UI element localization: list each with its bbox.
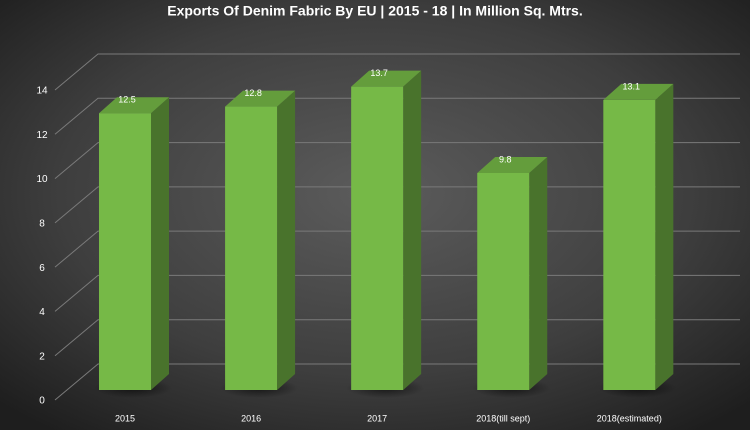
bar [603,99,656,390]
bar [99,113,151,390]
y-tick-label: 6 [39,263,45,274]
grid-line [54,97,740,135]
bar-top [477,157,548,173]
x-tick-label: 2016 [241,413,261,423]
bar-side [277,90,296,391]
bar-side [655,83,674,390]
y-tick-label: 10 [36,174,48,185]
bar-top [225,90,296,107]
grid-line [54,53,740,91]
bar-side [529,157,548,390]
x-tick-label: 2018(till sept) [476,413,530,423]
bar-side [403,70,422,391]
y-tick-label: 12 [36,130,48,141]
y-tick-label: 14 [36,86,48,97]
y-tick-label: 2 [39,351,45,362]
bar-side [151,97,169,390]
value-label: 13.1 [623,81,641,91]
x-tick-label: 2015 [115,413,135,423]
y-tick-label: 4 [39,307,45,318]
x-tick-label: 2017 [367,413,387,423]
bar-top [603,83,674,100]
x-tick-label: 2018(estimated) [597,413,662,423]
bar [351,86,404,391]
value-label: 13.7 [370,68,388,78]
y-tick-label: 0 [39,396,45,407]
bar [225,106,278,391]
value-label: 9.8 [499,154,512,164]
bar-top [351,70,422,87]
y-tick-label: 8 [39,218,45,229]
bar [477,173,530,390]
grid-line [54,142,740,179]
bar-top [99,97,169,114]
value-label: 12.8 [244,88,262,98]
value-label: 12.5 [118,95,136,105]
chart-title: Exports Of Denim Fabric By EU | 2015 - 1… [167,3,582,19]
